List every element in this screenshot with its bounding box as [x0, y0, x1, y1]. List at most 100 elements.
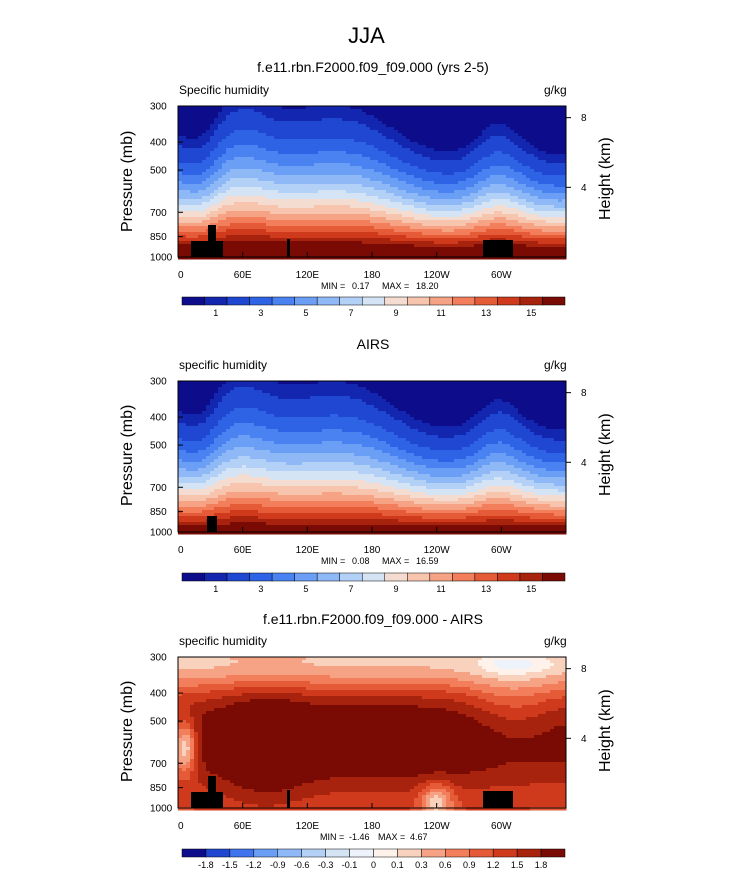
colorbar-swatch — [181, 572, 205, 582]
y-tick-label: 300 — [150, 102, 167, 113]
colorbar-swatch — [373, 848, 398, 858]
y-tick-label: 400 — [150, 138, 167, 149]
colorbar-swatch — [253, 848, 278, 858]
colorbar-swatch — [445, 848, 470, 858]
panel2-min-value: 0.08 — [352, 556, 370, 566]
colorbar-label: 1.2 — [487, 860, 500, 870]
y-tick-label: 300 — [150, 377, 167, 388]
panel2-title: AIRS — [356, 336, 390, 352]
colorbar-label: 1.8 — [535, 860, 548, 870]
colorbar-label: -1.8 — [198, 860, 214, 870]
panel2-units: g/kg — [544, 358, 567, 372]
colorbar-swatch — [226, 572, 250, 582]
colorbar-swatch — [204, 572, 228, 582]
panel3-units: g/kg — [544, 634, 567, 648]
panel3-min-value: -1.46 — [349, 832, 370, 842]
right-tick-label: 8 — [581, 388, 587, 399]
colorbar-swatch — [349, 848, 374, 858]
colorbar-label: 1.5 — [511, 860, 524, 870]
colorbar-swatch — [361, 572, 386, 582]
colorbar-swatch — [271, 572, 295, 582]
panel2-min-label: MIN = — [321, 556, 346, 566]
colorbar-label: -0.1 — [342, 860, 358, 870]
panel-1-colorbar: 1 3 5 7 9 11 13 15 — [181, 296, 566, 318]
colorbar-swatch — [452, 296, 476, 306]
colorbar-swatch — [316, 572, 340, 582]
panel2-max-value: 16.59 — [416, 556, 439, 566]
x-tick-label: 180 — [364, 270, 381, 281]
colorbar-label: -1.2 — [246, 860, 262, 870]
x-tick-label: 0 — [178, 821, 184, 832]
right-tick-label: 8 — [581, 113, 587, 124]
y-tick-label: 400 — [150, 413, 167, 424]
colorbar-swatch — [516, 848, 542, 858]
colorbar-swatch — [249, 572, 273, 582]
panel-1-field — [178, 106, 567, 260]
colorbar-label: 13 — [481, 308, 491, 318]
colorbar-swatch — [474, 572, 498, 582]
colorbar-swatch — [429, 296, 453, 306]
y-tick-label: 700 — [150, 208, 167, 219]
panel1-min-value: 0.17 — [352, 281, 370, 291]
x-tick-label: 0 — [178, 545, 184, 556]
colorbar-label: 11 — [436, 584, 445, 594]
colorbar-swatch — [421, 848, 446, 858]
colorbar-swatch — [339, 296, 363, 306]
y-tick-label: 400 — [150, 689, 167, 700]
x-tick-label: 120W — [424, 545, 451, 556]
y-tick-label: 300 — [150, 653, 167, 664]
panel-2-field — [178, 381, 567, 535]
colorbar-swatch — [519, 572, 543, 582]
x-tick-label: 120E — [296, 545, 320, 556]
colorbar-label: 0.3 — [415, 860, 428, 870]
colorbar-swatch — [384, 572, 408, 582]
y-tick-label: 700 — [150, 483, 167, 494]
y-tick-label: 700 — [150, 759, 167, 770]
colorbar-swatch — [271, 296, 295, 306]
colorbar-swatch — [492, 848, 518, 858]
right-tick-label: 4 — [581, 458, 587, 469]
colorbar-swatch — [229, 848, 255, 858]
colorbar-swatch — [249, 296, 273, 306]
y-tick-label: 850 — [150, 783, 167, 794]
panel-2-topography — [207, 516, 217, 532]
panel1-variable-label: Specific humidity — [179, 83, 270, 97]
colorbar-label: 5 — [303, 584, 308, 594]
colorbar-label: 3 — [258, 308, 263, 318]
panel3-variable-label: specific humidity — [179, 634, 268, 648]
panel-1: 300 400 500 700 850 1000 0 60E 120E 180 120W 60W 8 4 1… — [150, 102, 587, 319]
panel-2-colorbar: 1 3 5 7 9 11 13 15 — [181, 572, 566, 594]
panel3-max-label: MAX = — [378, 832, 406, 842]
y-tick-label: 1000 — [150, 528, 173, 539]
colorbar-label: 11 — [436, 308, 445, 318]
colorbar-swatch — [181, 848, 207, 858]
colorbar-swatch — [204, 296, 228, 306]
y-tick-label: 500 — [150, 717, 167, 728]
y-tick-label: 500 — [150, 441, 167, 452]
right-tick-label: 4 — [581, 734, 587, 745]
panel2-max-label: MAX = — [382, 556, 410, 566]
colorbar-label: 7 — [348, 584, 353, 594]
y-tick-label: 1000 — [150, 804, 173, 815]
panel3-min-label: MIN = — [320, 832, 345, 842]
x-tick-label: 60E — [234, 545, 252, 556]
colorbar-swatch — [407, 572, 431, 582]
colorbar-swatch — [301, 848, 326, 858]
x-tick-label: 60W — [491, 270, 512, 281]
x-tick-label: 120W — [424, 821, 451, 832]
panel2-variable-label: specific humidity — [179, 358, 268, 372]
colorbar-swatch — [397, 848, 422, 858]
colorbar-swatch — [474, 296, 498, 306]
figure-title: JJA — [348, 23, 385, 48]
colorbar-swatch — [339, 572, 363, 582]
colorbar-label: 15 — [526, 584, 536, 594]
panel1-min-label: MIN = — [321, 281, 346, 291]
panel1-max-value: 18.20 — [416, 281, 439, 291]
colorbar-label: 0.9 — [463, 860, 476, 870]
panel-1-topography — [191, 225, 513, 257]
colorbar-label: 13 — [481, 584, 491, 594]
colorbar-label: 0.6 — [439, 860, 452, 870]
colorbar-label: 3 — [258, 584, 263, 594]
